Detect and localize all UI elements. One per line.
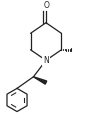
Text: N: N <box>43 56 49 65</box>
Polygon shape <box>33 77 47 84</box>
Text: O: O <box>44 1 50 10</box>
